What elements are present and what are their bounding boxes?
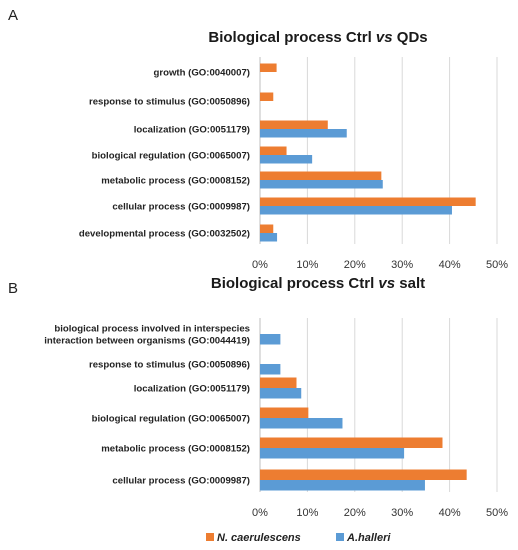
bar-a-halleri-metabolic-process: [260, 180, 383, 189]
chart-title: Biological process Ctrl vs salt: [211, 275, 425, 292]
bar-a-halleri-metabolic-process: [260, 448, 405, 459]
x-tick-label: 30%: [391, 507, 413, 519]
category-label-localization: localization (GO:0051179): [134, 384, 250, 395]
bar-n-caerulescens-metabolic-process: [260, 171, 382, 180]
legend-swatch-n-caerulescens: [206, 533, 214, 541]
bar-a-halleri-biological-process-involved-in-interspecies-interaction-between-organisms: [260, 334, 281, 345]
x-tick-label: 10%: [296, 507, 318, 519]
x-tick-label: 20%: [344, 259, 366, 271]
bar-a-halleri-biological-regulation: [260, 418, 343, 429]
category-label-biological-regulation: biological regulation (GO:0065007): [92, 151, 250, 162]
bar-n-caerulescens-metabolic-process: [260, 437, 443, 448]
category-label-cellular-process: cellular process (GO:0009987): [112, 202, 250, 213]
bar-a-halleri-biological-regulation: [260, 155, 313, 164]
category-label-metabolic-process: metabolic process (GO:0008152): [101, 176, 250, 187]
x-tick-label: 0%: [252, 259, 268, 271]
bar-a-halleri-cellular-process: [260, 480, 425, 491]
bar-n-caerulescens-biological-regulation: [260, 146, 287, 155]
category-label-cellular-process: cellular process (GO:0009987): [112, 476, 250, 487]
chart-panel-b: B Biological process Ctrl vs salt 0% 10% 20%…: [8, 275, 508, 519]
legend: N. caerulescens A.halleri: [206, 532, 391, 544]
category-label-response-to-stimulus: response to stimulus (GO:0050896): [89, 97, 250, 108]
x-tick-label: 40%: [439, 507, 461, 519]
bar-n-caerulescens-cellular-process: [260, 469, 467, 480]
panel-letter: A: [8, 7, 18, 24]
x-tick-label: 50%: [486, 507, 508, 519]
bar-n-caerulescens-cellular-process: [260, 197, 476, 206]
x-tick-label: 0%: [252, 507, 268, 519]
chart-title: Biological process Ctrl vs QDs: [208, 29, 427, 46]
x-tick-label: 40%: [439, 259, 461, 271]
category-label-biological-process-involved-in-interspecies-interaction-between-organisms: biological process involved in interspec…: [44, 324, 250, 347]
legend-label-n-caerulescens: N. caerulescens: [217, 532, 301, 544]
bar-n-caerulescens-developmental-process: [260, 224, 274, 233]
category-label-growth: growth (GO:0040007): [154, 68, 251, 79]
category-label-metabolic-process: metabolic process (GO:0008152): [101, 444, 250, 455]
chart-panel-a: A Biological process Ctrl vs QDs 0% 10% 20% 3…: [8, 7, 508, 271]
bar-n-caerulescens-localization: [260, 120, 328, 129]
bar-a-halleri-developmental-process: [260, 233, 278, 242]
x-tick-label: 10%: [296, 259, 318, 271]
x-tick-label: 30%: [391, 259, 413, 271]
category-label-response-to-stimulus: response to stimulus (GO:0050896): [89, 360, 250, 371]
legend-label-a-halleri: A.halleri: [346, 532, 391, 544]
bar-n-caerulescens-biological-regulation: [260, 407, 309, 418]
legend-swatch-a-halleri: [336, 533, 344, 541]
bar-n-caerulescens-growth: [260, 63, 277, 72]
bar-a-halleri-localization: [260, 388, 302, 399]
category-label-localization: localization (GO:0051179): [134, 125, 250, 136]
category-label-biological-regulation: biological regulation (GO:0065007): [92, 414, 250, 425]
x-tick-label: 50%: [486, 259, 508, 271]
bar-a-halleri-cellular-process: [260, 206, 452, 215]
category-label-developmental-process: developmental process (GO:0032502): [79, 229, 250, 240]
bar-a-halleri-localization: [260, 129, 347, 138]
x-tick-label: 20%: [344, 507, 366, 519]
bar-a-halleri-response-to-stimulus: [260, 364, 281, 375]
bar-n-caerulescens-response-to-stimulus: [260, 92, 274, 101]
panel-letter: B: [8, 280, 18, 297]
bar-n-caerulescens-localization: [260, 377, 297, 388]
